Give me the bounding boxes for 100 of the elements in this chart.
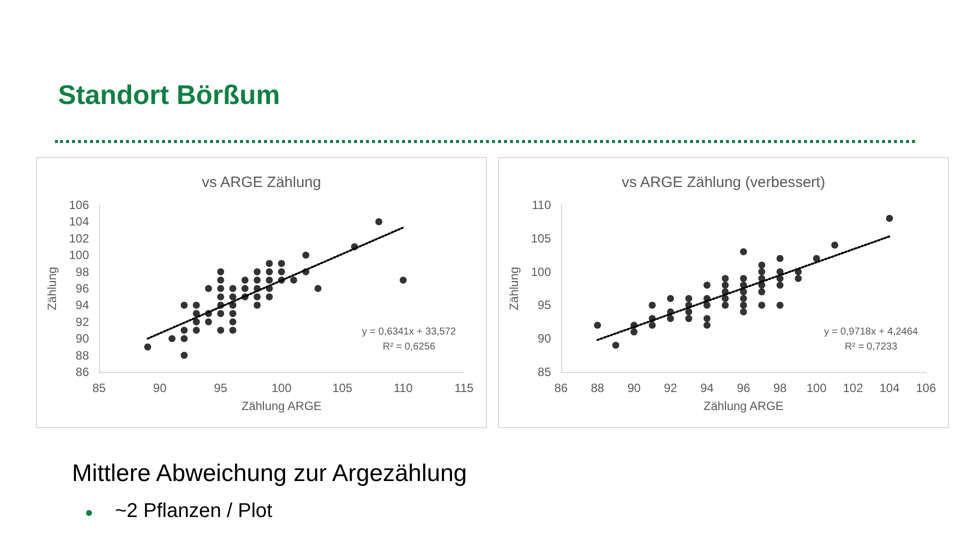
point — [266, 276, 273, 284]
point — [704, 315, 710, 322]
point — [648, 315, 656, 322]
x-axis-title: Zählung ARGE — [703, 399, 784, 413]
annotation: y = 0,9718x + 4,2464 — [824, 326, 918, 338]
point — [630, 322, 638, 329]
point — [229, 302, 236, 309]
point — [758, 262, 766, 269]
y-tick-label: 110 — [532, 198, 552, 212]
point — [648, 302, 656, 309]
point — [704, 282, 710, 289]
point — [594, 322, 601, 329]
point — [740, 288, 747, 296]
annotation: R² = 0,7233 — [844, 342, 898, 352]
y-tick-label: 95 — [538, 298, 552, 312]
point — [266, 293, 273, 300]
point — [205, 285, 212, 292]
point — [217, 276, 224, 284]
y-tick-label: 85 — [538, 365, 552, 379]
y-axis-title: Zählung — [507, 266, 522, 310]
point — [740, 248, 747, 256]
point — [400, 276, 407, 284]
point — [776, 268, 784, 276]
point — [722, 288, 729, 296]
x-tick-label: 86 — [554, 381, 568, 395]
point — [630, 328, 638, 336]
point — [229, 310, 236, 318]
point — [740, 302, 747, 309]
y-tick-label: 106 — [68, 198, 90, 212]
point — [776, 282, 784, 289]
text: Mittlere Abweichung zur Argezählung — [72, 460, 467, 488]
point — [758, 282, 766, 289]
point — [278, 260, 285, 267]
point — [375, 218, 382, 226]
y-tick-label: 105 — [530, 231, 552, 246]
y-tick-label: 90 — [538, 332, 552, 346]
x-tick-label: 85 — [92, 381, 106, 395]
x-tick-label: 105 — [332, 381, 353, 395]
point — [192, 302, 200, 309]
point — [254, 268, 261, 276]
point — [886, 214, 893, 222]
point — [192, 310, 200, 318]
point — [722, 282, 729, 289]
point — [180, 326, 188, 334]
point — [229, 293, 236, 300]
x-tick-label: 90 — [153, 381, 167, 395]
point — [229, 318, 236, 326]
x-tick-label: 95 — [214, 381, 228, 395]
point — [254, 302, 261, 309]
point — [144, 343, 152, 350]
point — [217, 310, 224, 318]
y-tick-label: 86 — [76, 365, 90, 379]
point — [314, 285, 322, 292]
x-tick-label: 98 — [773, 381, 787, 395]
point — [254, 285, 261, 292]
point — [205, 318, 212, 326]
x-tick-label: 106 — [916, 381, 936, 395]
point — [776, 274, 784, 282]
point — [722, 295, 729, 302]
point — [254, 293, 261, 300]
y-tick-label: 96 — [76, 282, 90, 296]
point — [667, 315, 674, 322]
x-tick-label: 90 — [627, 381, 641, 395]
y-tick-label: 90 — [76, 332, 90, 346]
point — [758, 268, 766, 276]
x-tick-label: 104 — [879, 381, 900, 395]
x-tick-label: 94 — [700, 381, 714, 395]
text: Standort Börßum — [58, 80, 280, 111]
point — [217, 326, 224, 334]
x-tick-label: 115 — [454, 381, 474, 395]
point — [740, 282, 747, 289]
point — [722, 302, 729, 309]
point — [794, 274, 802, 282]
y-tick-label: 100 — [530, 264, 552, 279]
point — [229, 285, 236, 292]
point — [758, 274, 766, 282]
y-tick-label: 92 — [76, 314, 90, 329]
point — [813, 254, 820, 262]
point — [685, 308, 692, 316]
chart-title: vs ARGE Zählung — [202, 174, 322, 191]
point — [242, 285, 248, 292]
point — [205, 310, 212, 318]
y-tick-label: 94 — [76, 298, 90, 312]
point — [229, 326, 236, 334]
chart-title: vs ARGE Zählung (verbessert) — [622, 174, 826, 191]
x-tick-label: 100 — [271, 381, 292, 395]
x-tick-label: 100 — [806, 381, 827, 395]
point — [266, 285, 273, 292]
point — [180, 352, 188, 359]
point — [648, 322, 656, 329]
point — [794, 268, 802, 276]
point — [192, 318, 200, 326]
point — [612, 342, 620, 349]
point — [740, 295, 747, 302]
point — [758, 288, 766, 296]
y-axis-title: Zählung — [45, 266, 60, 310]
y-tick-label: 100 — [68, 248, 90, 262]
x-tick-label: 102 — [842, 381, 864, 395]
x-tick-label: 96 — [736, 381, 750, 395]
x-tick-label: 88 — [590, 381, 604, 395]
